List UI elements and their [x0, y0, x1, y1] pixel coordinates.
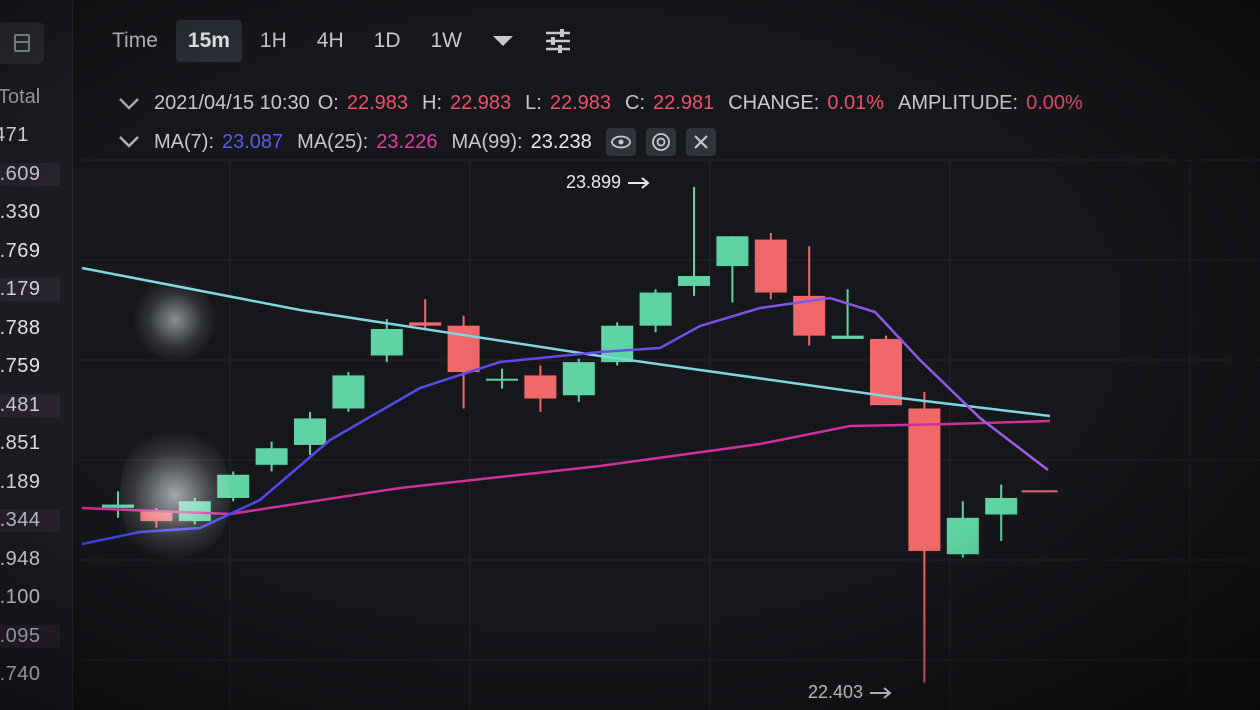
candle-up [332, 375, 365, 409]
low-marker: 22.403 [808, 682, 893, 703]
candle-up [562, 362, 595, 396]
ma7-line [81, 296, 1049, 546]
candle-down [524, 375, 557, 399]
arrow-right-icon [870, 686, 892, 699]
candle-up [678, 276, 710, 286]
candle-up [255, 448, 288, 465]
candle-down [409, 322, 442, 326]
candle-down [1021, 490, 1058, 493]
candle-up [985, 497, 1018, 515]
candle-up [486, 378, 518, 381]
chart-grid [80, 159, 1260, 710]
high-marker-value: 23.899 [566, 172, 622, 192]
ma25-line [81, 419, 1051, 516]
arrow-right-icon [628, 176, 650, 189]
candle-up [831, 335, 864, 339]
candle-up [370, 329, 403, 356]
candle-up [102, 504, 134, 508]
candles-group [102, 186, 1058, 683]
candle-up [217, 474, 250, 498]
candle-up [639, 292, 672, 326]
candle-up [716, 236, 749, 267]
candle-down [908, 408, 941, 551]
low-marker-value: 22.403 [808, 682, 864, 702]
candle-up [294, 418, 326, 445]
high-marker: 23.899 [566, 172, 651, 193]
candle-down [754, 239, 787, 293]
candle-up [946, 517, 979, 555]
